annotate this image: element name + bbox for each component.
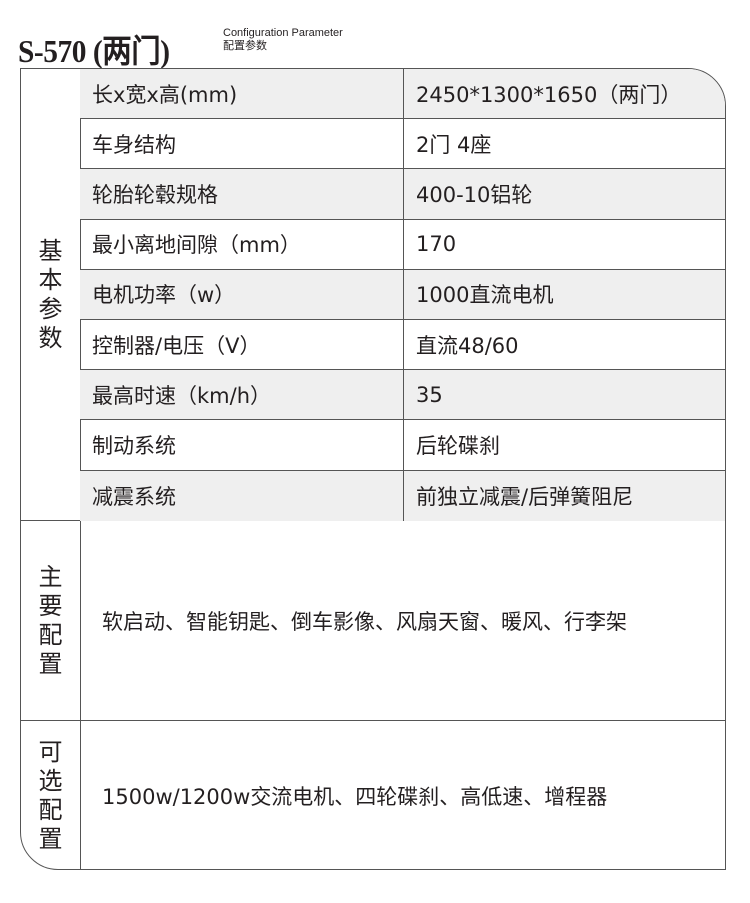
main-config-text: 软启动、智能钥匙、倒车影像、风扇天窗、暖风、行李架 <box>102 609 627 634</box>
spec-table: 基本参数 长x宽x高(mm) 2450*1300*1650（两门） 车身结构 2门 4… <box>20 68 726 870</box>
param-value: 前独立减震/后弹簧阻尼 <box>416 484 634 509</box>
param-value: 1000直流电机 <box>416 283 554 308</box>
param-value: 400-10铝轮 <box>416 182 533 207</box>
param-value: 后轮碟刹 <box>416 433 500 458</box>
param-value: 直流48/60 <box>416 333 519 358</box>
param-name: 最高时速（km/h） <box>80 370 404 420</box>
section-label: 主要配置 <box>21 521 81 720</box>
param-name: 减震系统 <box>80 470 404 521</box>
table-row: 最小离地间隙（mm） 170 <box>80 219 725 270</box>
table-row: 制动系统 后轮碟刹 <box>80 420 725 471</box>
basic-section: 基本参数 长x宽x高(mm) 2450*1300*1650（两门） 车身结构 2门 4… <box>21 69 725 521</box>
table-row: 控制器/电压（V） 直流48/60 <box>80 320 725 371</box>
section-label: 可选配置 <box>21 721 81 869</box>
param-name: 制动系统 <box>80 420 404 470</box>
param-value: 170 <box>416 232 457 257</box>
table-row: 减震系统 前独立减震/后弹簧阻尼 <box>80 470 725 521</box>
table-row: 长x宽x高(mm) 2450*1300*1650（两门） <box>80 69 725 120</box>
param-value: 2门 4座 <box>416 132 492 157</box>
table-row: 车身结构 2门 4座 <box>80 119 725 170</box>
optional-config-text: 1500w/1200w交流电机、四轮碟刹、高低速、增程器 <box>102 785 608 809</box>
param-name: 最小离地间隙（mm） <box>80 219 404 269</box>
subtitle-cn: 配置参数 <box>223 40 267 52</box>
section-label-text: 基本参数 <box>38 236 63 352</box>
section-label: 基本参数 <box>21 69 81 520</box>
page-title: S-570 (两门) <box>18 33 170 69</box>
main-config-section: 主要配置 软启动、智能钥匙、倒车影像、风扇天窗、暖风、行李架 <box>21 521 725 721</box>
param-name: 长x宽x高(mm) <box>80 69 404 119</box>
optional-config-section: 可选配置 1500w/1200w交流电机、四轮碟刹、高低速、增程器 <box>21 721 725 869</box>
param-value: 35 <box>416 382 443 407</box>
param-value: 2450*1300*1650（两门） <box>416 82 682 107</box>
param-name: 电机功率（w） <box>80 269 404 319</box>
table-row: 最高时速（km/h） 35 <box>80 370 725 421</box>
subtitle-en: Configuration Parameter <box>223 27 343 39</box>
param-name: 轮胎轮毂规格 <box>80 169 404 219</box>
param-name: 车身结构 <box>80 119 404 169</box>
section-label-text: 可选配置 <box>38 738 63 853</box>
param-name: 控制器/电压（V） <box>80 320 404 370</box>
subtitle: Configuration Parameter 配置参数 <box>223 27 343 53</box>
table-row: 电机功率（w） 1000直流电机 <box>80 269 725 320</box>
section-label-text: 主要配置 <box>38 562 63 678</box>
table-row: 轮胎轮毂规格 400-10铝轮 <box>80 169 725 220</box>
